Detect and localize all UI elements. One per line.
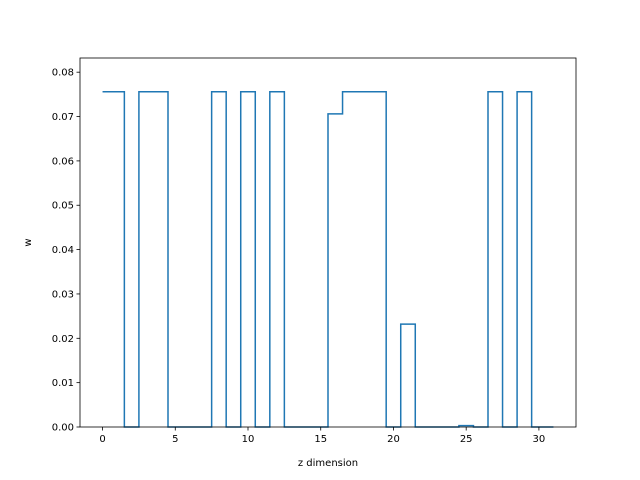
y-tick-label: 0.06: [52, 156, 74, 167]
x-tick-label: 10: [242, 434, 255, 445]
x-axis-label: z dimension: [298, 458, 358, 469]
y-tick-label: 0.01: [52, 378, 74, 389]
x-tick-label: 25: [460, 434, 473, 445]
x-tick-label: 30: [533, 434, 546, 445]
y-tick-label: 0.00: [52, 423, 74, 434]
x-tick-label: 0: [99, 434, 105, 445]
y-tick-label: 0.08: [52, 68, 74, 79]
y-tick-label: 0.03: [52, 289, 74, 300]
y-tick-label: 0.04: [52, 245, 74, 256]
y-tick-label: 0.02: [52, 334, 74, 345]
x-axis: 0 5 10 15 20 25 30: [99, 427, 545, 445]
axes-frame: [79, 57, 577, 428]
x-tick-label: 20: [387, 434, 400, 445]
y-axis-label: w: [23, 238, 34, 246]
y-axis: 0.00 0.01 0.02 0.03 0.04 0.05 0.06 0.07 0.08: [52, 68, 80, 434]
y-tick-label: 0.07: [52, 112, 74, 123]
x-tick-label: 15: [314, 434, 327, 445]
x-tick-label: 5: [172, 434, 178, 445]
y-tick-label: 0.05: [52, 201, 74, 212]
